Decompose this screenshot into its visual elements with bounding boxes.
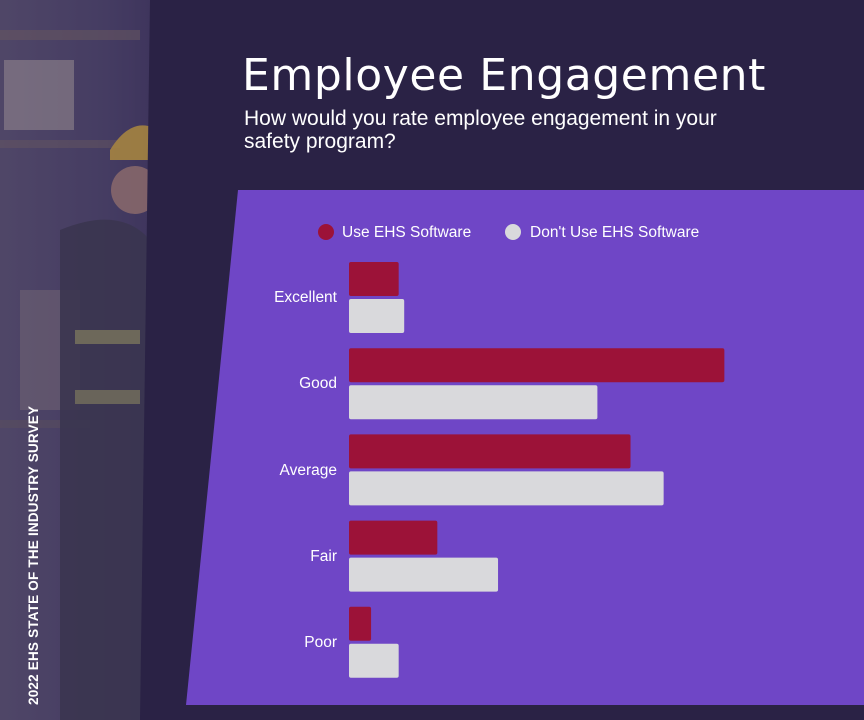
category-label-average: Average: [280, 462, 337, 479]
bar-excellent-dont-use-ehs: [349, 299, 405, 333]
legend-swatch-use-ehs: [318, 224, 334, 240]
bar-fair-dont-use-ehs: [349, 557, 499, 592]
category-label-excellent: Excellent: [274, 289, 338, 306]
legend-swatch-dont-use-ehs: [505, 224, 521, 240]
bar-fair-use-ehs: [349, 520, 438, 555]
category-labels: Excellent Good Average Fair Poor: [274, 289, 338, 651]
category-label-fair: Fair: [310, 548, 337, 565]
legend-label-dont-use-ehs: Don't Use EHS Software: [530, 224, 699, 241]
bar-poor-use-ehs: [349, 606, 372, 641]
category-label-good: Good: [299, 375, 337, 392]
bar-poor-dont-use-ehs: [349, 643, 399, 678]
bar-average-use-ehs: [349, 434, 631, 469]
bar-excellent-use-ehs: [349, 262, 399, 296]
bar-good-use-ehs: [349, 348, 725, 383]
page-title: Employee Engagement: [242, 50, 766, 101]
bars: [349, 262, 725, 678]
page-subtitle: How would you rate employee engagement i…: [244, 107, 717, 153]
legend: Use EHS Software Don't Use EHS Software: [318, 224, 699, 241]
legend-label-use-ehs: Use EHS Software: [342, 224, 471, 241]
bar-good-dont-use-ehs: [349, 385, 598, 420]
bar-average-dont-use-ehs: [349, 471, 664, 506]
category-label-poor: Poor: [304, 634, 337, 651]
